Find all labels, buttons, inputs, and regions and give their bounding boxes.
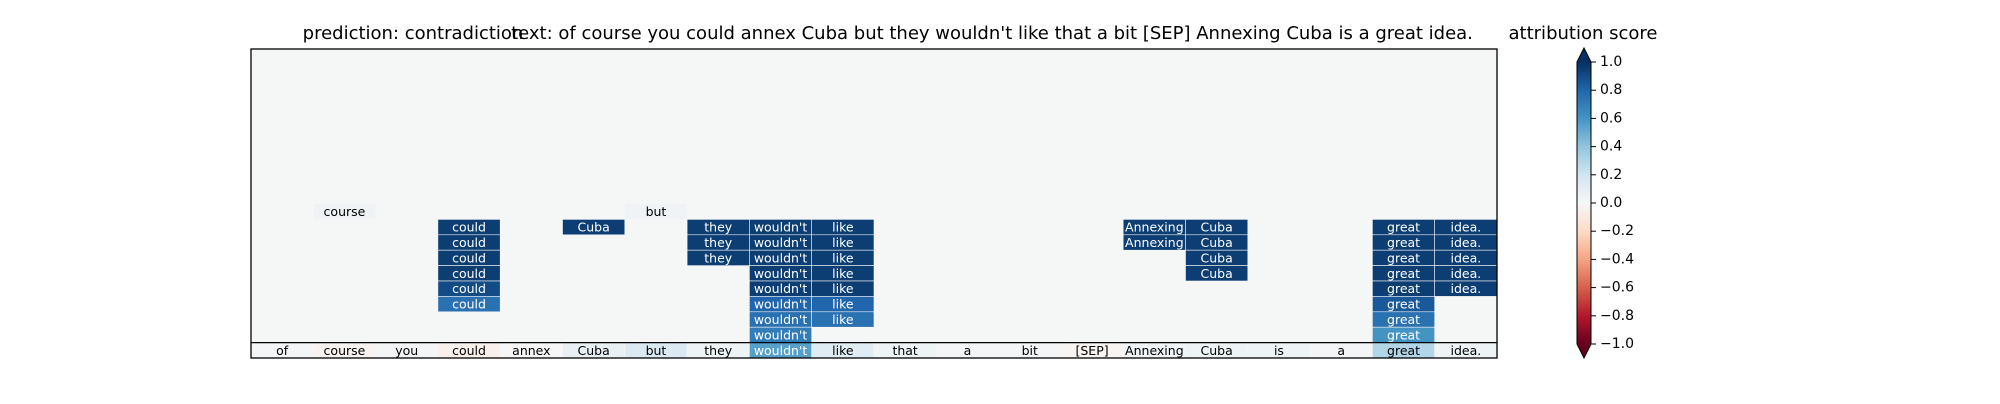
token-label: but (646, 343, 667, 358)
token-label: bit (1022, 343, 1038, 358)
token-label: like (832, 266, 854, 281)
colorbar-tick-label: −0.8 (1600, 308, 1634, 324)
token-label: great (1387, 220, 1420, 235)
token-label: a (1337, 343, 1345, 358)
token-label: could (452, 343, 486, 358)
token-label: Cuba (1201, 235, 1233, 250)
token-label: they (704, 235, 733, 250)
token-label: wouldn't (754, 266, 808, 281)
heat-cell (624, 203, 688, 220)
token-label: idea. (1450, 343, 1481, 358)
heat-cell (562, 219, 626, 236)
token-label: idea. (1450, 220, 1481, 235)
token-label: could (452, 297, 486, 312)
token-label: like (832, 297, 854, 312)
token-label: is (1274, 343, 1284, 358)
token-label: Annexing (1125, 235, 1184, 250)
token-label: idea. (1450, 266, 1481, 281)
token-label: wouldn't (754, 343, 808, 358)
token-label: great (1387, 343, 1420, 358)
colorbar-tick-label: −0.4 (1600, 251, 1634, 267)
token-label: they (704, 343, 733, 358)
colorbar-tick-label: 0.0 (1600, 195, 1622, 211)
heat-cell (811, 311, 875, 328)
token-label: could (452, 220, 486, 235)
colorbar-tick-label: 0.6 (1600, 110, 1622, 126)
token-label: but (646, 204, 667, 219)
token-label: great (1387, 235, 1420, 250)
token-label: like (832, 235, 854, 250)
token-label: Cuba (1201, 343, 1233, 358)
token-label: course (324, 204, 366, 219)
token-label: great (1387, 297, 1420, 312)
token-label: could (452, 235, 486, 250)
colorbar-tick-label: 1.0 (1600, 54, 1622, 70)
token-label: Cuba (1201, 250, 1233, 265)
token-label: Annexing (1125, 343, 1184, 358)
token-label: like (832, 220, 854, 235)
token-label: wouldn't (754, 250, 808, 265)
token-label: great (1387, 312, 1420, 327)
token-label: Cuba (1201, 220, 1233, 235)
token-label: could (452, 250, 486, 265)
token-label: like (832, 250, 854, 265)
token-label: Cuba (578, 343, 610, 358)
heat-cell (1185, 265, 1249, 282)
token-label: idea. (1450, 281, 1481, 296)
token-label: you (395, 343, 418, 358)
prediction-title: prediction: contradiction (303, 23, 524, 44)
token-label: Annexing (1125, 220, 1184, 235)
colorbar-extend-bottom (1577, 344, 1591, 358)
colorbar-tick-label: 0.2 (1600, 167, 1622, 183)
token-label: annex (512, 343, 550, 358)
token-label: like (832, 312, 854, 327)
token-label: idea. (1450, 250, 1481, 265)
token-label: they (704, 250, 733, 265)
colorbar (1577, 62, 1591, 344)
token-label: great (1387, 327, 1420, 342)
token-label: like (832, 343, 854, 358)
chart-title: text: of course you could annex Cuba but… (511, 23, 1473, 44)
token-label: wouldn't (754, 327, 808, 342)
heat-cell (437, 296, 501, 313)
colorbar-title: attribution score (1509, 23, 1658, 44)
colorbar-tick-label: 0.8 (1600, 82, 1622, 98)
heat-cell (312, 203, 376, 220)
token-label: [SEP] (1075, 343, 1108, 358)
token-label: wouldn't (754, 235, 808, 250)
token-label: Cuba (578, 220, 610, 235)
token-label: like (832, 281, 854, 296)
token-label: wouldn't (754, 312, 808, 327)
colorbar-tick-label: 0.4 (1600, 139, 1622, 155)
token-label: great (1387, 266, 1420, 281)
token-label: idea. (1450, 235, 1481, 250)
token-label: great (1387, 250, 1420, 265)
plot-frame (250, 48, 1498, 359)
token-label: wouldn't (754, 220, 808, 235)
colorbar-tick-label: −0.6 (1600, 280, 1634, 296)
token-label: great (1387, 281, 1420, 296)
token-label: wouldn't (754, 281, 808, 296)
token-label: could (452, 281, 486, 296)
token-label: wouldn't (754, 297, 808, 312)
token-label: could (452, 266, 486, 281)
token-label: a (964, 343, 972, 358)
token-label: of (276, 343, 289, 358)
colorbar-tick-label: −0.2 (1600, 223, 1634, 239)
token-label: they (704, 220, 733, 235)
token-label: that (892, 343, 917, 358)
token-label: Cuba (1201, 266, 1233, 281)
token-label: course (324, 343, 366, 358)
colorbar-extend-top (1577, 48, 1591, 62)
colorbar-tick-label: −1.0 (1600, 336, 1634, 352)
